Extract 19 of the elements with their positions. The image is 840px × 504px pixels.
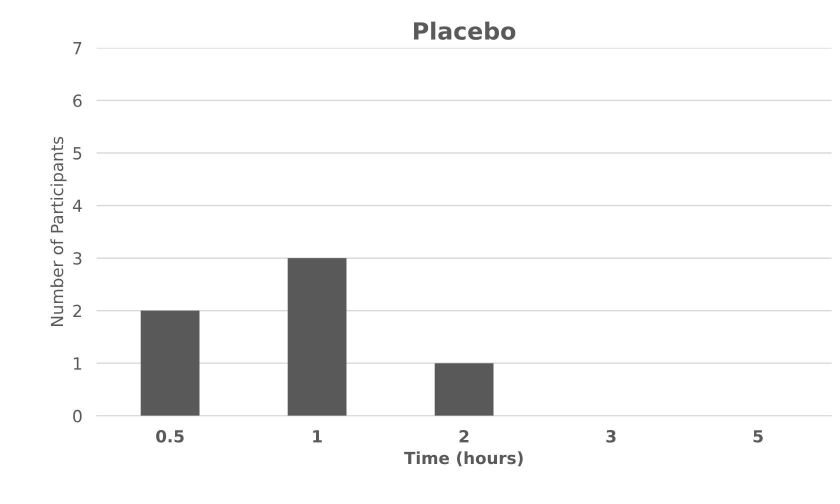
x-tick-label: 5	[754, 430, 763, 443]
y-tick-label: 1	[74, 357, 82, 370]
x-tick-label: 1	[313, 430, 322, 442]
y-tick-label: 5	[73, 147, 82, 160]
y-tick-label: 6	[73, 94, 82, 108]
y-tick-label: 4	[72, 200, 82, 212]
chart-title: Placebo	[414, 22, 516, 40]
x-tick-label: 2	[460, 430, 468, 442]
x-axis-title: Time (hours)	[404, 451, 523, 466]
bar	[140, 310, 200, 416]
y-tick-label: 0	[73, 410, 82, 422]
y-tick-label: 2	[73, 304, 82, 318]
x-tick-label: 3	[606, 430, 616, 443]
bar	[434, 363, 494, 416]
x-tick-label: 0.5	[156, 430, 184, 443]
y-axis-title: Number of Participants	[50, 136, 67, 326]
y-tick-label: 3	[73, 252, 82, 265]
bar	[288, 258, 346, 416]
y-tick-label: 7	[73, 42, 82, 54]
